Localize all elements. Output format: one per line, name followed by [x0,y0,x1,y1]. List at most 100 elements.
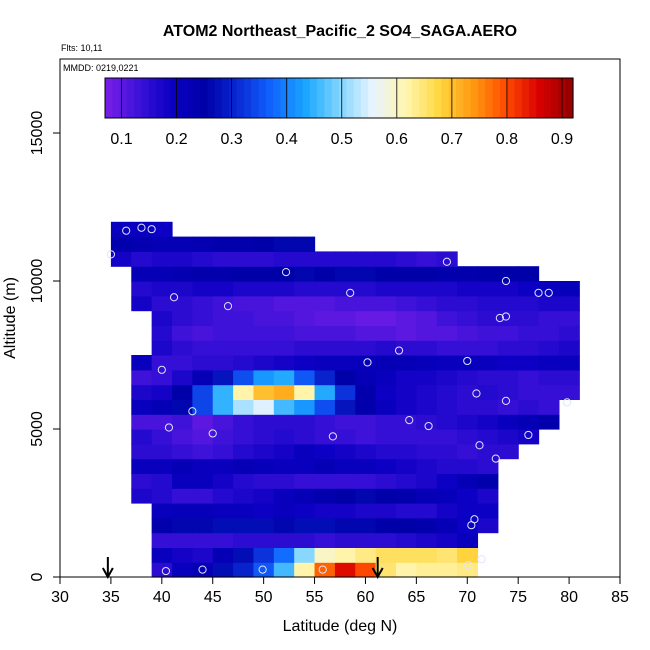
sample-point [318,565,327,574]
heatmap-cell [253,532,275,548]
heatmap-cell [192,251,214,267]
heatmap-cell [172,236,193,252]
heatmap-cell [294,503,316,519]
heatmap-cell [497,443,519,460]
heatmap-cell [273,369,295,386]
heatmap-cell [192,547,214,563]
heatmap-cell [538,340,560,356]
heatmap-cell [151,340,173,356]
colorbar-frame [104,77,574,119]
heatmap-cell [131,458,153,474]
heatmap-cell [212,503,234,519]
heatmap-cell [212,340,234,356]
heatmap-cell [416,503,438,519]
heatmap-cell [355,562,377,578]
colorbar-segment [258,78,267,118]
heatmap-cell [355,399,377,415]
heatmap-cell [233,325,255,341]
heatmap-cell [436,547,458,563]
heatmap-cell [294,295,316,312]
heatmap-cell [253,517,275,534]
heatmap-cell [314,369,336,386]
heatmap-cell [233,429,255,445]
colorbar-tick-label: 0.9 [551,131,573,148]
heatmap-cell [212,355,234,371]
heatmap-cell [273,281,295,297]
colorbar-segment [441,78,450,118]
heatmap-cell [497,369,519,386]
colorbar-segment [134,78,143,118]
heatmap-cell [518,429,540,445]
heatmap-cell [192,488,214,504]
colorbar-segment [426,78,435,118]
colorbar-segment [178,78,187,118]
colorbar-segment [141,78,150,118]
heatmap-cell [477,384,499,400]
heatmap-cell [172,503,193,519]
x-tick-label: 60 [357,589,375,606]
sample-point [464,561,473,570]
heatmap-cell [212,384,234,400]
x-tick-label: 80 [560,589,578,606]
plot-frame [59,58,621,578]
heatmap-cell [172,488,193,504]
heatmap-cell [457,266,479,282]
heatmap-cell [538,384,560,400]
heatmap-cell [436,532,458,548]
heatmap-cell [172,369,193,386]
heatmap-cell [436,369,458,386]
heatmap-cell [436,443,458,460]
colorbar-segment [368,78,377,118]
heatmap-cell [334,414,356,430]
heatmap-cell [375,399,397,415]
heatmap-cell [151,295,173,312]
heatmap-cell [212,310,234,326]
colorbar-segment [214,78,223,118]
heatmap-cell [457,369,479,386]
heatmap-cell [396,562,417,578]
heatmap-cell [518,355,540,371]
heatmap-cell [212,251,234,267]
heatmap-cell [273,310,295,326]
heatmap-cell [416,547,438,563]
sample-point [495,313,504,323]
x-tick-label: 75 [509,589,527,606]
heatmap-cell [273,547,295,563]
heatmap-cell [334,325,356,341]
heatmap-cell [538,369,560,386]
heatmap-cell [273,443,295,460]
heatmap-cell [294,310,316,326]
heatmap-cell [212,266,234,282]
heatmap-cell [172,266,193,282]
y-axis: 0 5000 10000 15000 [29,111,60,581]
heatmap-cell [151,281,173,297]
heatmap-cell [396,503,417,519]
heatmap-cell [457,355,479,371]
heatmap-cell [538,355,560,371]
heatmap-cell [436,473,458,489]
x-tick-label: 35 [102,589,120,606]
heatmap-cell [151,310,173,326]
colorbar-segment [404,78,413,118]
heatmap-cell [497,281,519,297]
x-tick-label: 45 [204,589,222,606]
heatmap-cell [151,532,173,548]
sample-point [137,223,146,232]
colorbar-tick-label: 0.3 [221,131,243,148]
heatmap-cell [212,473,234,489]
y-tick-label: 10000 [29,259,46,304]
y-axis-label: Altitude (m) [2,277,19,359]
colorbar-segment [229,78,238,118]
heatmap-cell [172,295,193,312]
heatmap-cell [396,355,417,371]
heatmap-cell [314,384,336,400]
heatmap-cell [233,488,255,504]
heatmap-cell [518,369,540,386]
sample-point [491,454,500,463]
heatmap-cell [457,384,479,400]
colorbar-segment [536,78,545,118]
heatmap-cell [253,429,275,445]
heatmap-cell [172,547,193,563]
colorbar-segment [353,78,362,118]
heatmap-cell [375,295,397,312]
